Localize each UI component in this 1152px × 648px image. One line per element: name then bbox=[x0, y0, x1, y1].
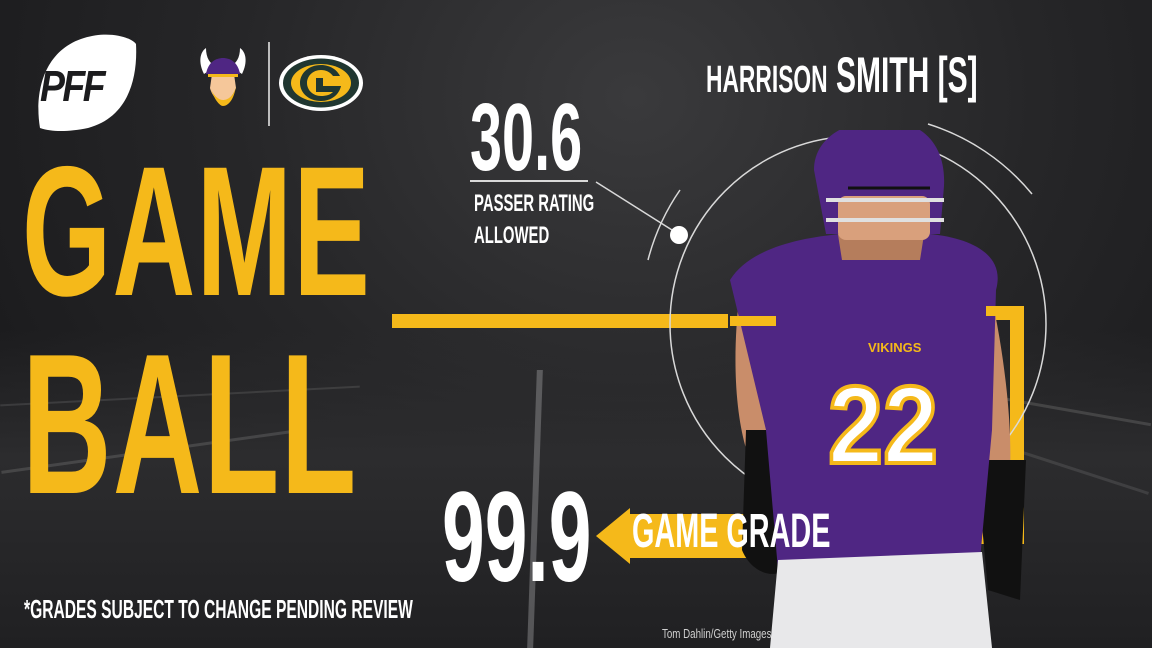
packers-logo-icon bbox=[278, 54, 364, 112]
photo-credit: Tom Dahlin/Getty Images bbox=[662, 626, 772, 641]
disclaimer-text: *GRADES SUBJECT TO CHANGE PENDING REVIEW bbox=[24, 594, 413, 624]
jersey-wordmark: VIKINGS bbox=[868, 340, 922, 355]
passer-rating-value: 30.6 bbox=[470, 84, 583, 191]
callout-dot bbox=[670, 226, 688, 244]
player-position: [S] bbox=[937, 47, 978, 103]
game-grade-value: 99.9 bbox=[442, 466, 592, 609]
packers-logo-icon bbox=[279, 55, 363, 111]
jersey-number: 22 bbox=[826, 362, 940, 489]
passer-rating-label-line1: PASSER RATING bbox=[474, 190, 595, 217]
vikings-logo-icon bbox=[200, 48, 246, 106]
vikings-logo-icon bbox=[190, 44, 256, 110]
pff-logo: PFF bbox=[32, 32, 138, 132]
stat-underline bbox=[470, 180, 588, 182]
title-ball: BALL bbox=[22, 313, 358, 536]
game-grade-label: GAME GRADE bbox=[632, 505, 831, 558]
player-name: HARRISON SMITH [S] bbox=[706, 46, 978, 104]
player-photo: VIKINGS 22 bbox=[730, 119, 1040, 648]
passer-rating-label-line2: ALLOWED bbox=[474, 222, 550, 249]
player-last-name: SMITH bbox=[835, 47, 930, 103]
logo-divider bbox=[268, 42, 270, 126]
player-figure bbox=[730, 119, 1026, 648]
connector-bar-horizontal bbox=[392, 314, 728, 328]
callout-line bbox=[595, 181, 673, 231]
player-first-name: HARRISON bbox=[706, 59, 828, 101]
pff-logo-shape bbox=[38, 34, 137, 131]
pff-logo-text: PFF bbox=[40, 62, 106, 111]
title-game: GAME bbox=[22, 129, 372, 335]
arrow-left-icon bbox=[596, 508, 630, 564]
